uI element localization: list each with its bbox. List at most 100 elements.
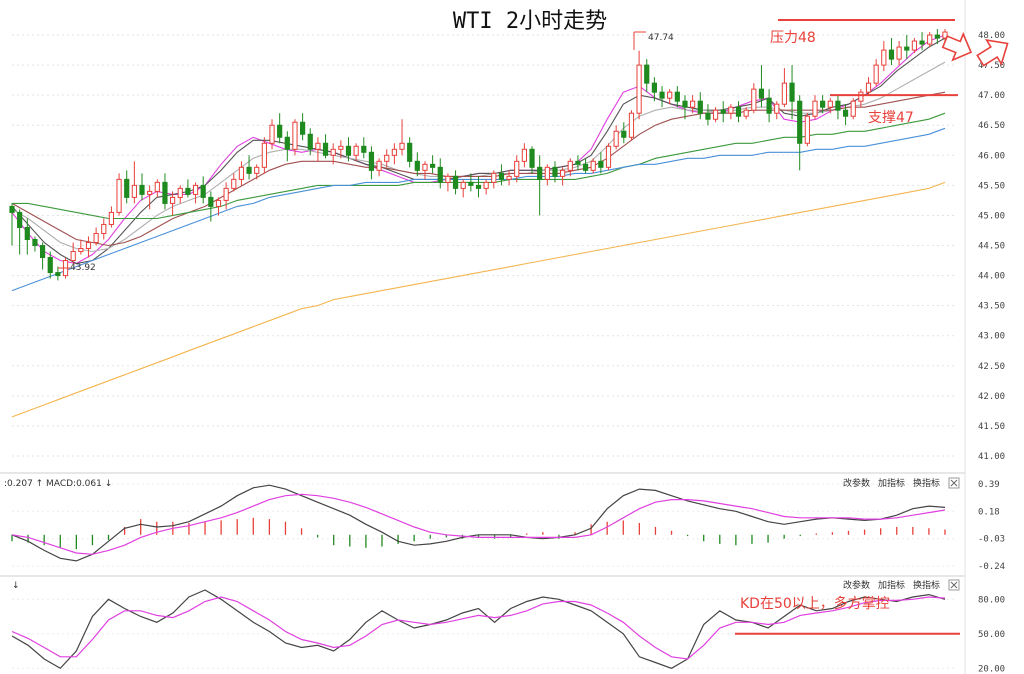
- candle-body: [169, 196, 176, 204]
- kd-y-tick: 20.00: [978, 664, 1005, 674]
- candle-body: [728, 106, 734, 114]
- macd-add-indicator-button[interactable]: 加指标: [878, 477, 905, 489]
- candle-body: [192, 184, 199, 195]
- candle-body: [430, 163, 436, 168]
- candle-body: [865, 82, 872, 93]
- kd-change-params-button[interactable]: 改参数: [843, 579, 870, 591]
- candle-body: [322, 142, 329, 156]
- price-y-tick: 41.50: [978, 422, 1005, 432]
- candle-body: [927, 34, 933, 45]
- candle-body: [147, 190, 153, 195]
- candle-body: [85, 242, 92, 250]
- candle-body: [407, 142, 413, 162]
- macd-dea-line: [11, 493, 946, 555]
- candle-body: [124, 178, 130, 198]
- candle-body: [544, 166, 550, 180]
- candle-body: [101, 223, 107, 234]
- kd-header: ↓: [12, 581, 20, 591]
- candle-body: [529, 148, 535, 168]
- candle-body: [613, 130, 619, 147]
- candle-body: [277, 124, 283, 138]
- candle-body: [17, 211, 23, 228]
- kd-close-icon[interactable]: [948, 579, 960, 591]
- price-y-tick: 43.00: [978, 332, 1005, 342]
- kd-annotation: KD在50以上，多方掌控: [740, 595, 890, 612]
- kd-switch-indicator-button[interactable]: 换指标: [913, 579, 940, 591]
- candle-body: [567, 160, 573, 171]
- candle-body: [835, 100, 841, 111]
- candle-body: [154, 181, 160, 192]
- candle-body: [361, 145, 367, 153]
- price-y-tick: 42.00: [978, 392, 1005, 402]
- candle-body: [873, 64, 879, 84]
- candle-body: [475, 184, 482, 189]
- candle-body: [628, 112, 635, 138]
- price-y-tick: 47.50: [978, 61, 1005, 71]
- candle-body: [697, 100, 703, 114]
- moving-average-line-1: [11, 34, 946, 265]
- candle-body: [896, 46, 902, 60]
- candle-body: [705, 112, 711, 120]
- macd-close-icon[interactable]: [948, 477, 960, 489]
- candle-body: [751, 88, 757, 111]
- candle-body: [70, 251, 76, 262]
- candle-body: [491, 172, 497, 183]
- candle-body: [254, 166, 260, 174]
- candle-body: [261, 142, 267, 168]
- candle-body: [743, 109, 749, 117]
- candle-body: [345, 145, 352, 156]
- candlesticks: [9, 29, 948, 281]
- candle-body: [223, 187, 229, 201]
- candle-body: [284, 136, 290, 150]
- moving-average-line-6: [11, 127, 946, 292]
- candle-body: [506, 175, 512, 180]
- macd-panel: 0.39 0.18 -0.03 -0.24: [11, 480, 1005, 572]
- price-y-tick: 46.50: [978, 121, 1005, 131]
- candle-body: [682, 100, 688, 108]
- price-y-tick: 43.50: [978, 302, 1005, 312]
- candle-body: [93, 232, 99, 244]
- candle-body: [246, 166, 252, 174]
- candle-body: [758, 88, 765, 99]
- price-y-tick: 45.00: [978, 211, 1005, 221]
- candle-body: [384, 154, 390, 162]
- candle-body: [651, 82, 657, 93]
- candle-body: [414, 160, 420, 171]
- candle-body: [560, 169, 566, 177]
- candle-body: [468, 181, 474, 186]
- candle-body: [858, 91, 864, 102]
- macd-change-params-button[interactable]: 改参数: [843, 477, 870, 489]
- low-price-label: 43.92: [70, 263, 96, 273]
- candle-body: [9, 205, 15, 213]
- candle-body: [460, 181, 466, 189]
- candle-body: [712, 109, 719, 120]
- candle-body: [116, 178, 122, 213]
- support-label: 支撑47: [868, 110, 914, 126]
- candle-body: [231, 178, 237, 189]
- candle-body: [353, 145, 359, 156]
- arrow-right-icon: [941, 31, 973, 62]
- candle-body: [537, 166, 543, 180]
- macd-dif-line: [11, 484, 946, 562]
- resistance-label: 压力48: [770, 30, 816, 46]
- price-y-tick: 45.50: [978, 181, 1005, 191]
- kd-add-indicator-button[interactable]: 加指标: [878, 579, 905, 591]
- candle-body: [735, 106, 742, 117]
- macd-switch-indicator-button[interactable]: 换指标: [913, 477, 940, 489]
- price-y-tick: 48.00: [978, 31, 1005, 41]
- candle-body: [139, 184, 145, 195]
- candle-body: [108, 211, 115, 225]
- moving-average-line-3: [11, 61, 946, 253]
- candle-body: [598, 160, 604, 168]
- candle-body: [934, 34, 940, 39]
- candle-body: [575, 160, 581, 165]
- candle-body: [766, 97, 772, 114]
- candle-body: [330, 148, 336, 156]
- kd-k-line: [11, 589, 946, 670]
- price-annotations: [58, 19, 958, 269]
- candle-body: [621, 130, 627, 138]
- candle-body: [437, 166, 443, 183]
- candle-body: [269, 124, 275, 144]
- candle-body: [919, 40, 925, 45]
- candle-body: [391, 148, 397, 156]
